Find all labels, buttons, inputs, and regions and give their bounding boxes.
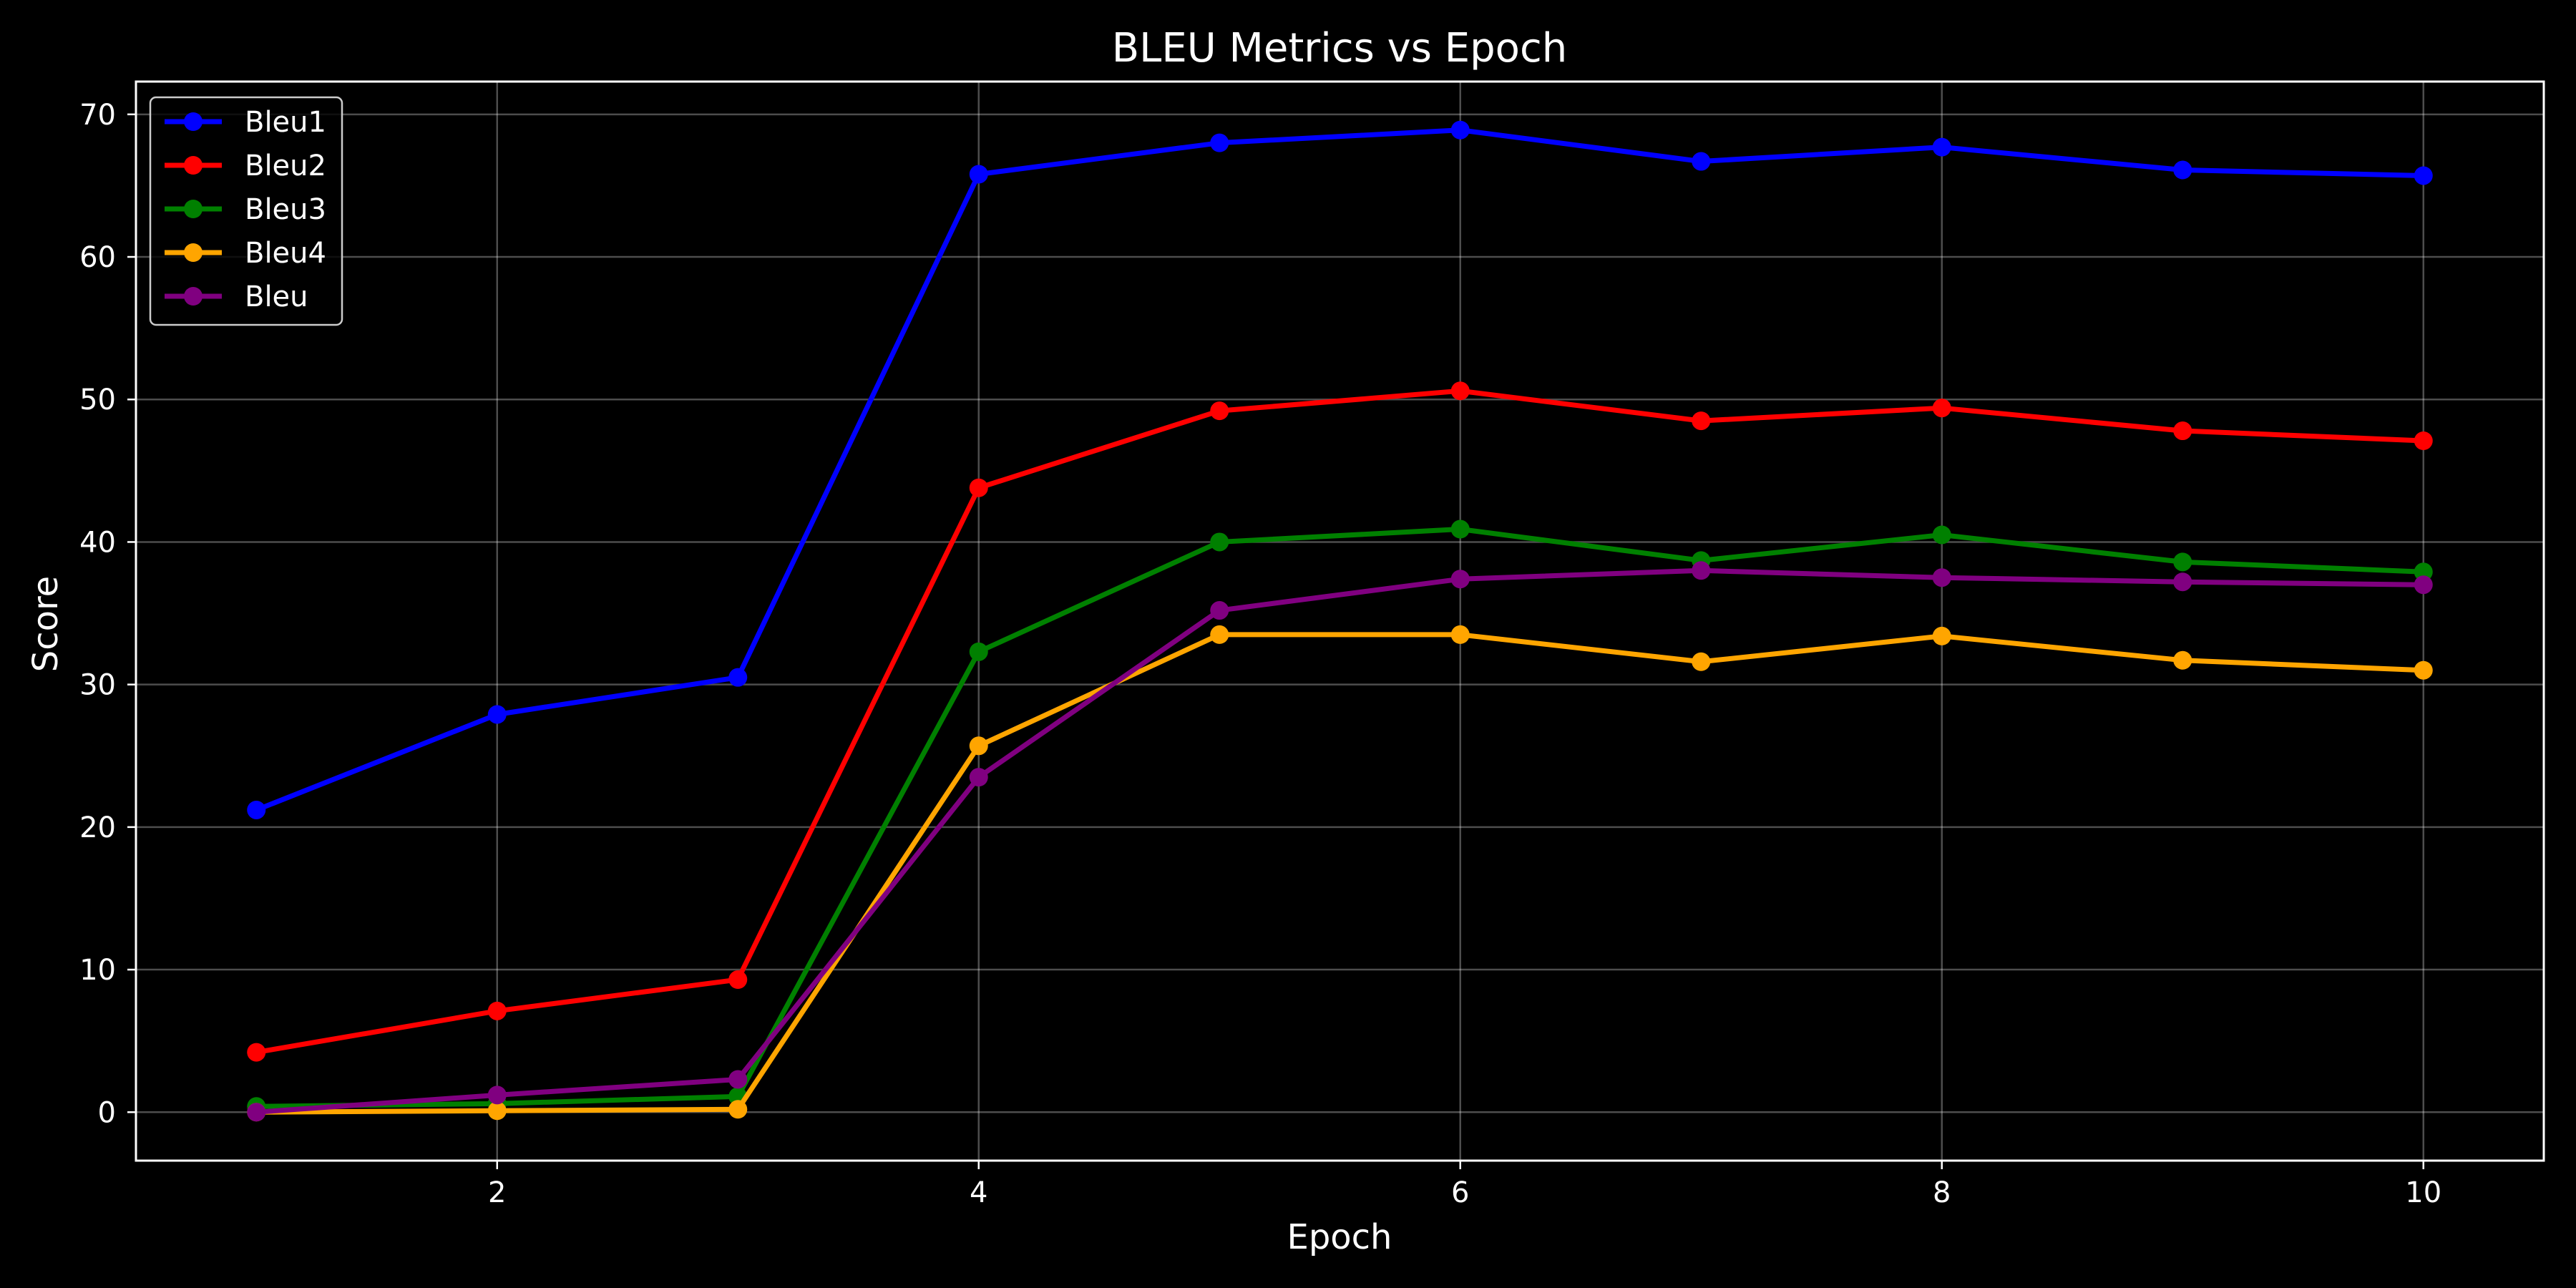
- data-point-bleu4: [1210, 625, 1229, 644]
- y-tick-label: 30: [79, 669, 116, 702]
- data-point-bleu4: [2173, 650, 2192, 670]
- data-point-bleu1: [487, 705, 507, 724]
- series-line-bleu1: [253, 127, 2426, 813]
- x-tick-label: 4: [970, 1176, 987, 1209]
- series-line-bleu3: [253, 527, 2426, 1109]
- x-tick-label: 10: [2405, 1176, 2441, 1209]
- x-tick-label: 2: [488, 1176, 506, 1209]
- data-point-bleu4: [1932, 626, 1951, 645]
- data-point-bleu2: [2414, 431, 2433, 451]
- data-point-bleu4: [969, 736, 988, 756]
- data-point-bleu: [1210, 601, 1229, 620]
- data-point-bleu: [2173, 572, 2192, 592]
- data-point-bleu3: [969, 642, 988, 661]
- data-point-bleu1: [1450, 120, 1470, 140]
- legend-marker-bleu1: [184, 112, 203, 131]
- legend-label-bleu1: Bleu1: [245, 106, 326, 139]
- series-line-bleu: [253, 567, 2426, 1115]
- data-point-bleu2: [1450, 381, 1470, 401]
- y-tick-label: 10: [79, 954, 116, 987]
- data-point-bleu: [2414, 575, 2433, 595]
- data-point-bleu2: [969, 478, 988, 497]
- data-point-bleu1: [1932, 137, 1951, 157]
- x-tick-label: 8: [1933, 1176, 1951, 1209]
- data-point-bleu3: [2173, 552, 2192, 572]
- data-point-bleu1: [1692, 152, 1711, 171]
- y-tick-label: 40: [79, 526, 116, 559]
- data-point-bleu2: [1692, 411, 1711, 431]
- data-point-bleu1: [1210, 133, 1229, 152]
- data-point-bleu: [728, 1070, 748, 1089]
- x-axis-ticks: 2 4 6 8 10: [488, 1161, 2441, 1209]
- data-point-bleu1: [2414, 166, 2433, 185]
- series-bleu: [247, 561, 2433, 1122]
- legend-box: [149, 96, 343, 326]
- plot-frame: [135, 80, 2545, 1162]
- data-point-bleu2: [247, 1043, 266, 1062]
- data-point-bleu: [1692, 561, 1711, 580]
- data-point-bleu4: [728, 1100, 748, 1119]
- legend-marker-bleu4: [184, 243, 203, 262]
- data-point-bleu3: [1450, 519, 1470, 539]
- data-point-bleu1: [2173, 160, 2192, 180]
- y-tick-label: 50: [79, 384, 116, 416]
- legend-label-bleu2: Bleu2: [245, 150, 326, 182]
- data-point-bleu2: [1932, 399, 1951, 418]
- legend-marker-bleu2: [184, 156, 203, 175]
- data-point-bleu3: [2414, 562, 2433, 582]
- y-tick-label: 20: [79, 811, 116, 844]
- legend-label-bleu: Bleu: [245, 280, 308, 313]
- legend-label-bleu3: Bleu3: [245, 193, 326, 226]
- y-axis-ticks: 0 10 20 30 40 50 60 70: [79, 99, 136, 1129]
- data-point-bleu: [247, 1103, 266, 1122]
- series-line-bleu4: [253, 632, 2426, 1115]
- series-bleu2: [247, 381, 2433, 1062]
- y-tick-label: 0: [98, 1096, 116, 1129]
- data-point-bleu: [487, 1085, 507, 1105]
- data-point-bleu2: [2173, 421, 2192, 441]
- data-point-bleu4: [1692, 652, 1711, 671]
- data-point-bleu2: [1210, 401, 1229, 421]
- series-layer: [247, 120, 2433, 1122]
- data-point-bleu3: [1210, 532, 1229, 552]
- data-point-bleu2: [728, 970, 748, 990]
- y-tick-label: 70: [79, 99, 116, 132]
- data-point-bleu4: [2414, 660, 2433, 680]
- series-line-bleu2: [253, 388, 2426, 1055]
- legend-label-bleu4: Bleu4: [245, 237, 326, 270]
- data-point-bleu: [1932, 568, 1951, 587]
- legend-marker-bleu3: [184, 200, 203, 218]
- data-point-bleu2: [487, 1001, 507, 1020]
- legend-marker-bleu: [184, 287, 203, 306]
- y-axis-label: Score: [26, 576, 66, 672]
- series-bleu4: [247, 625, 2433, 1122]
- data-point-bleu1: [969, 165, 988, 184]
- data-point-bleu4: [1450, 625, 1470, 644]
- data-point-bleu: [1450, 570, 1470, 589]
- y-tick-label: 60: [79, 241, 116, 274]
- x-tick-label: 6: [1451, 1176, 1469, 1209]
- data-point-bleu4: [487, 1101, 507, 1121]
- data-point-bleu1: [728, 668, 748, 687]
- data-point-bleu1: [247, 800, 266, 819]
- data-point-bleu: [969, 768, 988, 787]
- x-axis-label: Epoch: [1287, 1217, 1392, 1257]
- chart-title: BLEU Metrics vs Epoch: [1112, 25, 1567, 72]
- series-bleu1: [247, 120, 2433, 819]
- data-point-bleu3: [1932, 525, 1951, 545]
- legend: Bleu1 Bleu2 Bleu3 Bleu4 Bleu: [149, 96, 343, 326]
